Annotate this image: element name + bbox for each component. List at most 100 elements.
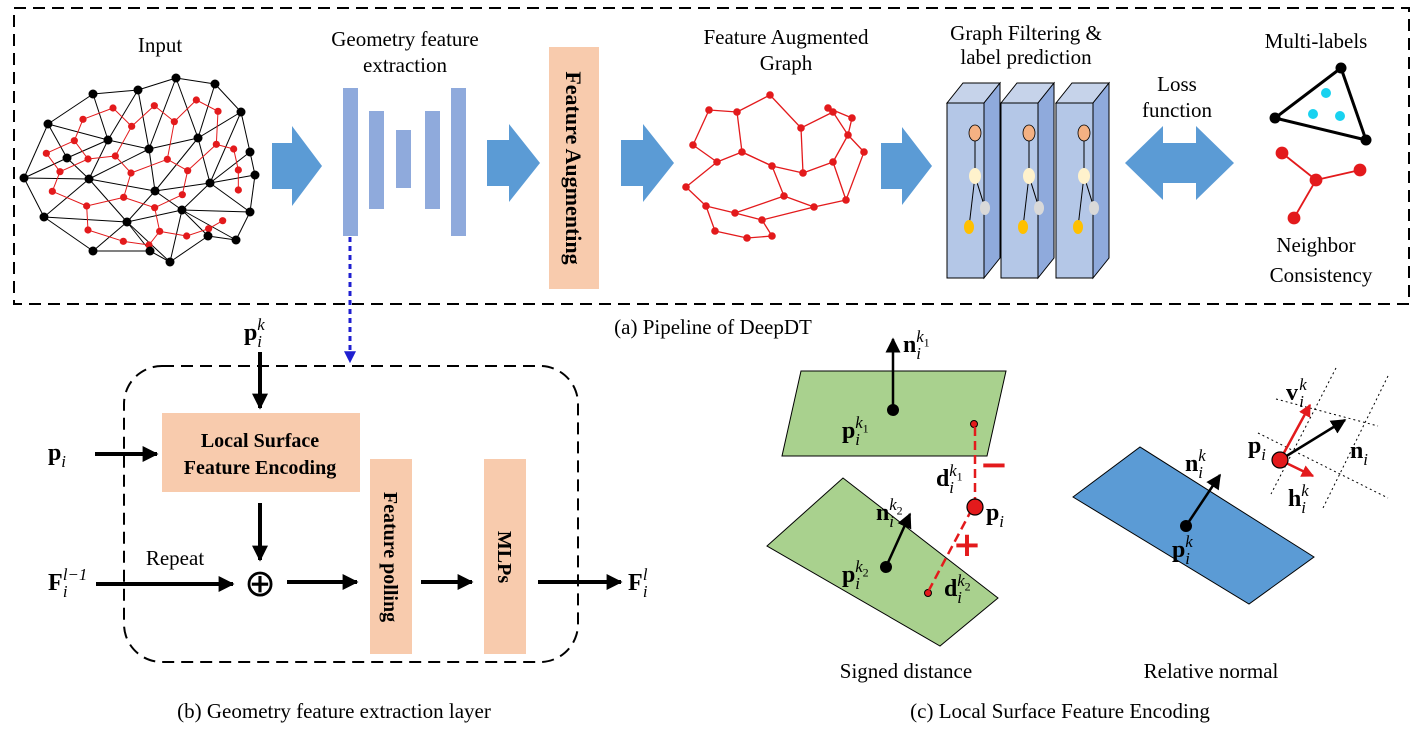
dual-edge [52, 190, 87, 207]
plus-sign: + [953, 525, 982, 565]
aug-node [758, 216, 766, 224]
dual-edge [114, 155, 132, 174]
mesh-edge [137, 77, 177, 91]
aug-node [844, 131, 852, 139]
neighbor-graph [1275, 146, 1367, 225]
dual-node [184, 167, 192, 175]
filter-slab-2 [999, 81, 1056, 280]
aug-edge [714, 230, 748, 239]
dual-node [234, 166, 242, 174]
mesh-vertex [88, 246, 98, 256]
local-surface-line2: Feature Encoding [184, 457, 336, 479]
encoder-bar-3 [396, 130, 411, 188]
mesh-edge [209, 182, 251, 213]
math-rn-v: vk i [1286, 375, 1307, 411]
dual-node [127, 169, 135, 177]
dual-node [83, 202, 91, 210]
math-input-pi: pi [48, 440, 66, 471]
dual-node [183, 232, 191, 240]
aug-node [711, 227, 719, 235]
mesh-edge [175, 77, 199, 139]
graph-filter-layers [945, 81, 1111, 280]
aug-edge [685, 186, 707, 207]
mesh-edge [148, 148, 156, 192]
loss-label-line1: Loss [1157, 72, 1197, 96]
mesh-edge [181, 209, 251, 213]
mesh-edge [88, 148, 150, 180]
rn-ni-arrow [1279, 418, 1347, 462]
aug-node [842, 196, 850, 204]
plane-relative [1072, 446, 1315, 605]
dual-edge [154, 207, 161, 232]
aug-edge [734, 195, 785, 214]
aug-edge [800, 111, 834, 129]
rn-guide-line-3 [1257, 432, 1389, 499]
aug-node [768, 162, 776, 170]
dual-edge [73, 119, 84, 141]
dual-edge [86, 196, 124, 207]
aug-node [799, 169, 807, 177]
math-n-k2: nk2 i [876, 495, 903, 531]
dual-node [119, 237, 127, 245]
aug-node [797, 124, 805, 132]
filter-slab-1 [945, 81, 1002, 280]
mesh-vertex [193, 133, 203, 143]
dual-edge [154, 194, 183, 209]
augmented-graph [682, 91, 868, 242]
math-p-k1: pk1 i [842, 413, 869, 449]
mesh-vertex [122, 217, 132, 227]
encoding-caption: (c) Local Surface Feature Encoding [910, 699, 1210, 723]
augmented-graph-line1: Feature Augmented [703, 25, 869, 49]
dual-edge [86, 205, 89, 231]
mesh-edge [175, 77, 216, 85]
aug-edge [761, 206, 815, 221]
rn-point-ik [1180, 520, 1192, 532]
graph-filter-line1: Graph Filtering & [950, 21, 1102, 45]
mesh-vertex [88, 89, 98, 99]
aug-edge [705, 205, 716, 232]
mesh-vertex [177, 205, 187, 215]
math-d-k2-text: dk2 i [944, 571, 971, 607]
pipeline-caption: (a) Pipeline of DeepDT [614, 315, 812, 339]
math-rn-n-ik-text: nk i [1185, 446, 1206, 482]
dual-edge [82, 107, 114, 120]
mesh-edge [240, 111, 251, 153]
dual-edge [87, 229, 124, 242]
mesh-edge [88, 139, 109, 180]
mesh-edge [88, 178, 156, 192]
local-surface-line1: Local Surface [201, 430, 319, 452]
dual-edge [123, 240, 150, 246]
aug-edge [692, 109, 710, 146]
math-p-i: pi [986, 500, 1004, 531]
aug-edge [716, 151, 743, 163]
mesh-edge [235, 211, 251, 241]
layer-frame [123, 365, 579, 663]
mesh-vertex [150, 186, 160, 196]
point-k2 [880, 561, 892, 573]
mesh-edge [66, 139, 109, 159]
dual-node [205, 225, 213, 233]
mlps-box [484, 459, 526, 654]
aug-edge [708, 109, 738, 113]
math-p-k1-text: pk1 i [842, 413, 869, 449]
math-n-k1: nk1 i [903, 327, 930, 363]
dual-node [156, 227, 164, 235]
mesh-edge [169, 209, 183, 263]
mesh-edge [181, 182, 211, 211]
dual-edge [123, 196, 155, 209]
math-rn-n-ik: nk i [1185, 446, 1206, 482]
math-p-k2-text: pk2 i [842, 557, 869, 593]
mesh-edge [92, 93, 109, 141]
rn-v-arrow [1278, 403, 1312, 461]
aug-edge [734, 212, 763, 221]
mesh-edge [207, 235, 237, 241]
dual-node [230, 145, 238, 153]
aug-edge [845, 151, 865, 201]
aug-edge [685, 161, 718, 188]
mesh-vertex [84, 174, 94, 184]
mesh-vertex [245, 147, 255, 157]
minus-sign: − [980, 445, 1009, 485]
neighbor-label-line2: Consistency [1270, 263, 1373, 287]
aug-edge [746, 235, 773, 239]
